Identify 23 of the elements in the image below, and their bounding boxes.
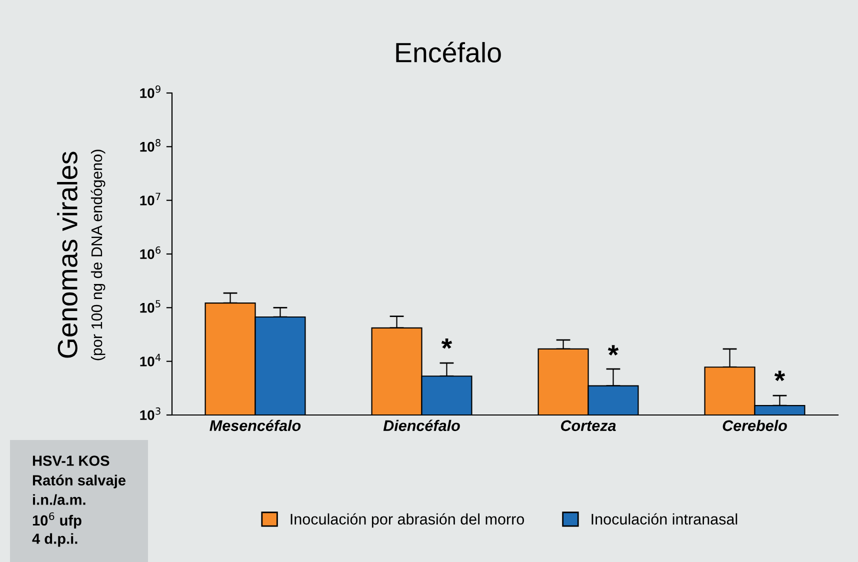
legend-label: Inoculación por abrasión del morro [290, 513, 524, 528]
text: HSV-1 KOS [32, 456, 110, 466]
x-tick-label: Corteza [560, 420, 616, 432]
text: 10$^{6}$ ufp [32, 512, 82, 529]
annotation: * [608, 345, 619, 356]
text: i.n./a.m. [33, 494, 86, 506]
y-tick-label: 10$^{4}$ [140, 354, 161, 366]
y-axis-title: Genomas virales (por 100 ng de DNA endógeno) [57, 150, 106, 360]
annotation: * [441, 338, 452, 349]
y-tick-label: 10$^{3}$ [140, 407, 160, 420]
chart-title: Encéfalo [396, 42, 501, 62]
text: Ratón salvaje [32, 474, 126, 488]
y-tick-label: 10$^{6}$ [140, 246, 161, 260]
y-tick-label: 10$^{5}$ [140, 300, 160, 313]
y-tick-label: 10$^{7}$ [140, 192, 160, 206]
x-tick-label: Mesencéfalo [210, 420, 301, 432]
legend-label: Inoculación intranasal [592, 513, 738, 525]
y-tick-label: 10$^{8}$ [140, 139, 160, 152]
x-tick-label: Diencéfalo [383, 420, 460, 432]
text: 4 d.p.i. [32, 533, 78, 547]
x-tick-label: Cerebelo [722, 420, 787, 432]
y-tick-label: 10$^{9}$ [140, 85, 160, 98]
annotation: * [774, 370, 786, 382]
